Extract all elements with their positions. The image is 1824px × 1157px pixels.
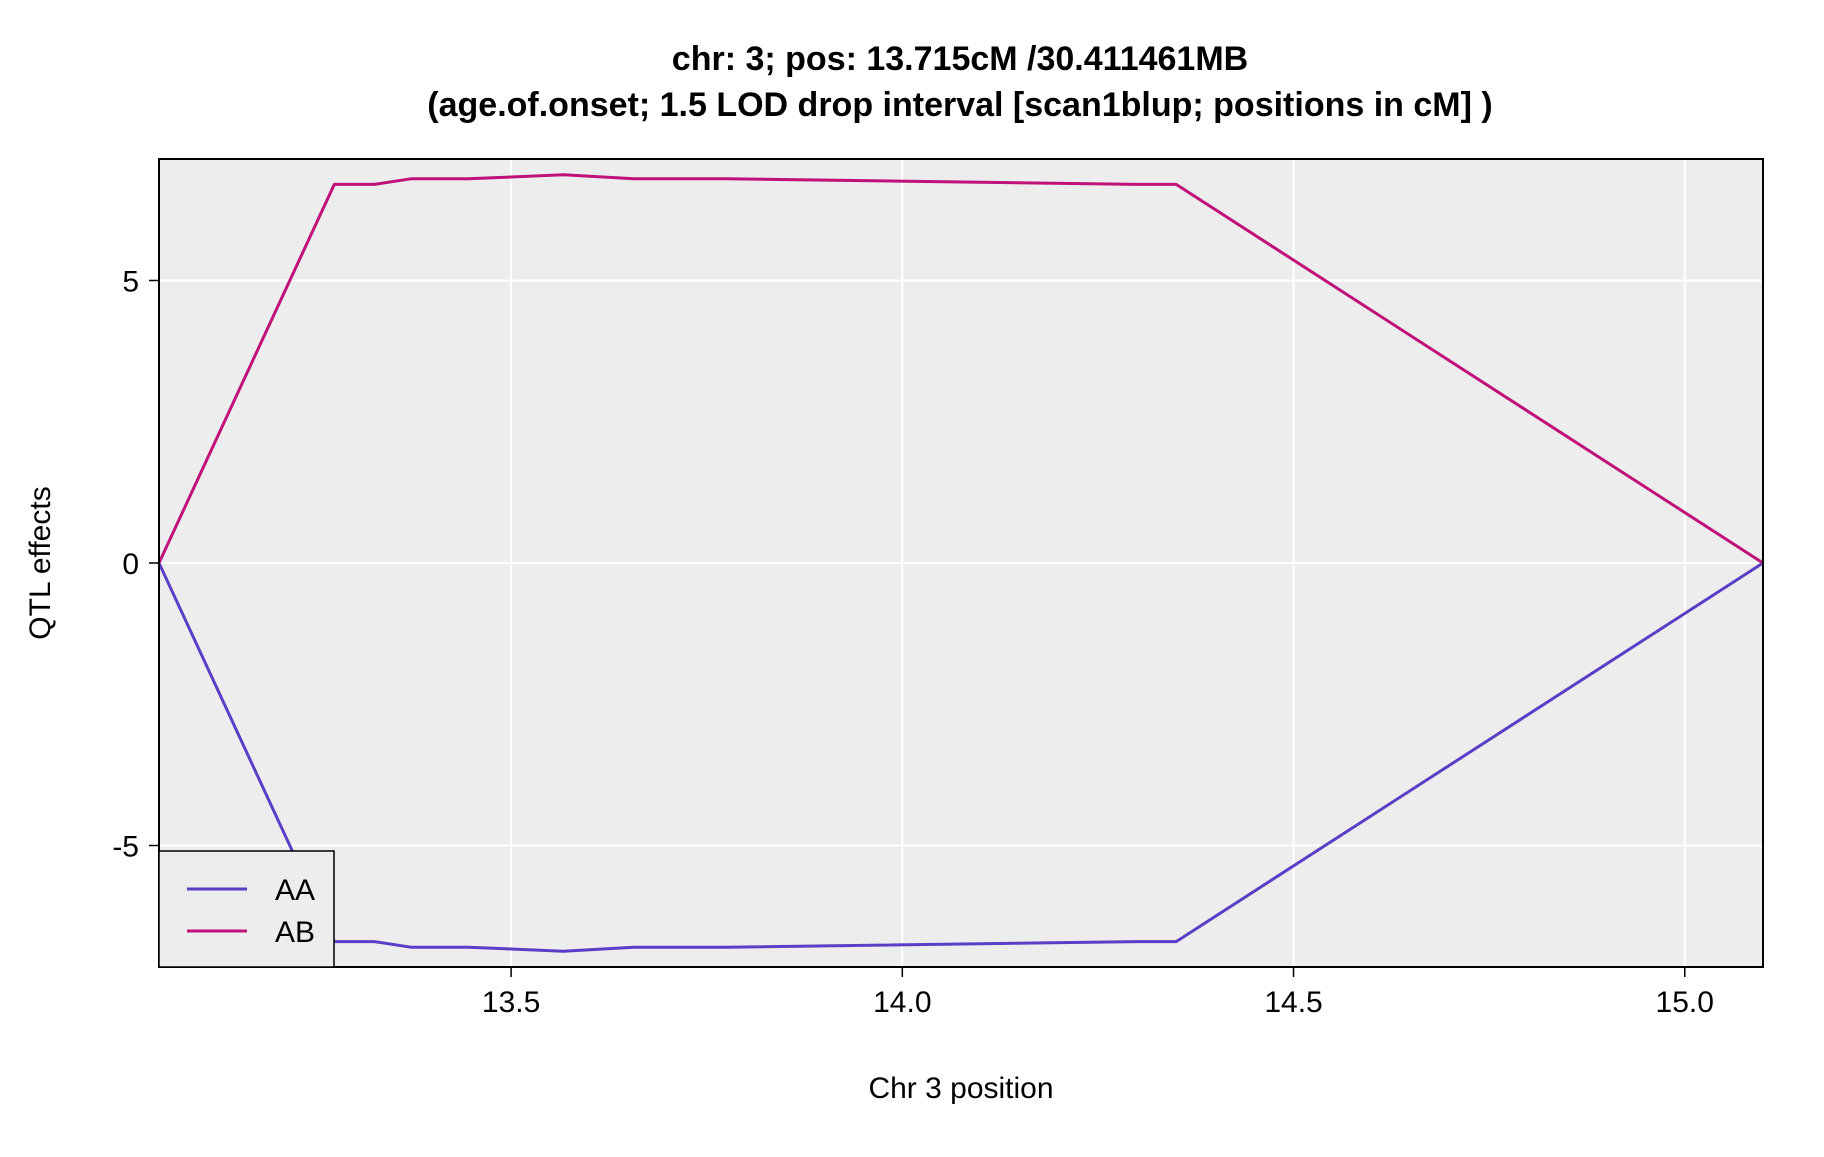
legend: AA AB (158, 850, 335, 968)
x-tick-label-1: 14.0 (873, 986, 931, 1019)
y-tick-label-2: 5 (122, 265, 139, 298)
y-axis-ticks: -5 0 5 (112, 265, 159, 864)
chart-title-line2: (age.of.onset; 1.5 LOD drop interval [sc… (427, 86, 1492, 124)
legend-box (158, 850, 335, 968)
y-tick-label-0: -5 (112, 831, 139, 864)
series-lines (157, 173, 1764, 953)
y-tick-label-1: 0 (122, 548, 139, 581)
chart-title-line1: chr: 3; pos: 13.715cM /30.411461MB (672, 40, 1248, 78)
x-tick-label-3: 15.0 (1656, 986, 1714, 1019)
legend-label-ab: AB (275, 916, 315, 949)
x-tick-label-2: 14.5 (1264, 986, 1322, 1019)
x-axis-label: Chr 3 position (868, 1072, 1053, 1105)
gridlines (159, 159, 1763, 967)
series-line-ab (157, 173, 1764, 565)
x-axis-ticks: 13.5 14.0 14.5 15.0 (482, 967, 1714, 1019)
legend-label-aa: AA (275, 874, 315, 907)
y-axis-label: QTL effects (24, 486, 57, 639)
series-line-aa (157, 561, 1764, 953)
x-tick-label-0: 13.5 (482, 986, 540, 1019)
